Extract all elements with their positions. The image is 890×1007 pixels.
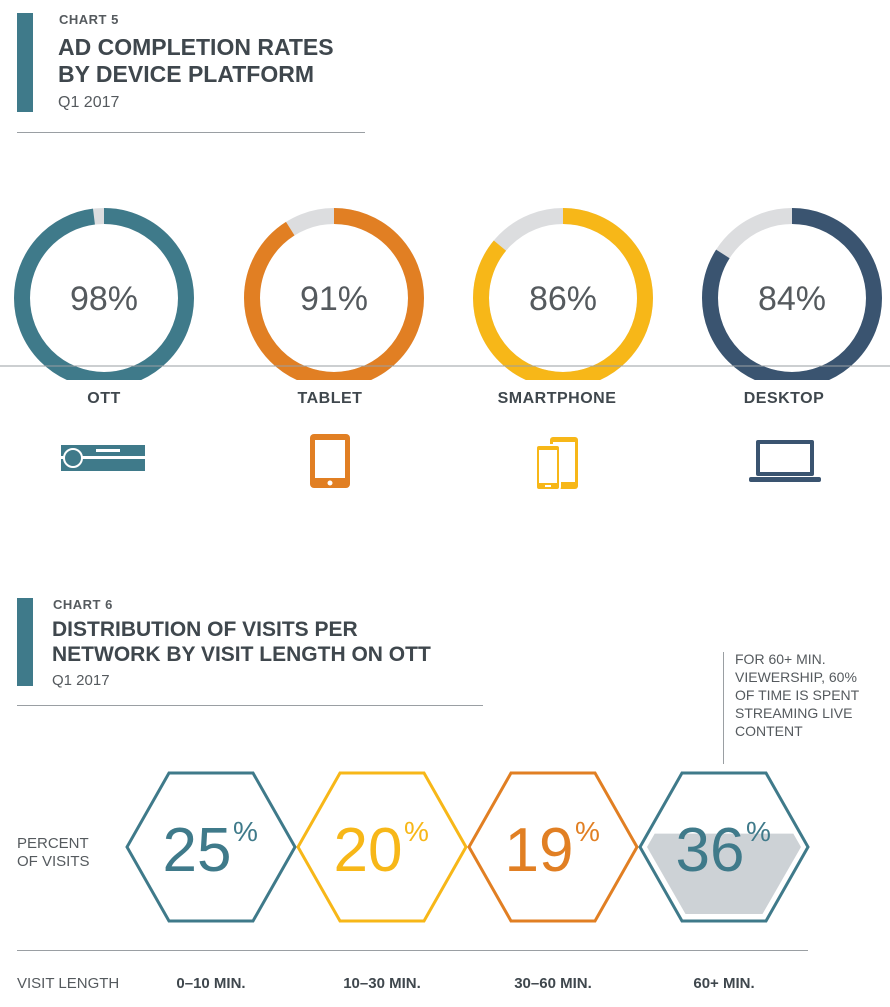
hexagon-10-30 — [296, 771, 468, 923]
hexagon-60-plus — [638, 771, 810, 923]
note-divider — [723, 652, 724, 764]
hexagon-30-60 — [467, 771, 639, 923]
donut-arc-smartphone — [473, 208, 653, 380]
note-line-5: CONTENT — [735, 723, 803, 739]
axis-label-visit-length: VISIT LENGTH — [17, 975, 120, 992]
row-label-line-1: PERCENT — [17, 835, 89, 852]
hexagon-percent-30-60: % — [575, 816, 600, 847]
visit-length-0-10: 0–10 MIN. — [176, 975, 246, 992]
donut-value-desktop: 84% — [758, 280, 826, 318]
smartphone-icon — [535, 437, 578, 491]
visit-length-60-plus: 60+ MIN. — [693, 975, 755, 992]
hexagon-value-30-60: 19 — [505, 816, 574, 885]
device-label-smartphone: SMARTPHONE — [497, 390, 617, 407]
device-label-tablet: TABLET — [297, 390, 363, 407]
donut-arc-desktop — [702, 208, 882, 380]
hexagon-value-10-30: 20 — [334, 816, 403, 885]
tablet-icon — [310, 434, 350, 488]
device-label-ott: OTT — [87, 390, 121, 407]
note-line-4: STREAMING LIVE — [735, 705, 853, 721]
note-line-2: VIEWERSHIP, 60% — [735, 669, 857, 685]
chart5-label: CHART 5 — [59, 12, 119, 27]
hexagon-percent-60-plus: % — [746, 816, 771, 847]
donut-value-ott: 98% — [70, 280, 138, 318]
chart6-accent-bar — [17, 598, 33, 686]
chart5-accent-bar — [17, 13, 33, 112]
hexagon-percent-0-10: % — [233, 816, 258, 847]
donut-chart: 98% 91% 86% 84% — [0, 208, 890, 380]
donut-value-tablet: 91% — [300, 280, 368, 318]
hexagon-chart: 25% 20% 19% 36% — [125, 771, 810, 923]
hexagon-value-0-10: 25 — [163, 816, 232, 885]
hexagon-percent-10-30: % — [404, 816, 429, 847]
chart5-title-line2: BY DEVICE PLATFORM — [58, 61, 314, 87]
donut-value-smartphone: 86% — [529, 280, 597, 318]
laptop-icon — [749, 440, 821, 482]
visit-length-10-30: 10–30 MIN. — [343, 975, 421, 992]
note-line-3: OF TIME IS SPENT — [735, 687, 860, 703]
donut-arc-tablet — [244, 208, 424, 380]
device-label-desktop: DESKTOP — [743, 390, 825, 407]
chart6-title-line2: NETWORK BY VISIT LENGTH ON OTT — [52, 643, 431, 666]
chart6-subtitle: Q1 2017 — [52, 672, 110, 689]
row-label-line-2: OF VISITS — [17, 853, 90, 870]
live-content-note: FOR 60+ MIN. VIEWERSHIP, 60% OF TIME IS … — [735, 650, 885, 740]
visit-length-30-60: 30–60 MIN. — [514, 975, 592, 992]
chart6-header-rule — [17, 705, 483, 706]
chart6-label: CHART 6 — [53, 597, 113, 612]
note-line-1: FOR 60+ MIN. — [735, 651, 826, 667]
chart5-subtitle: Q1 2017 — [58, 94, 120, 111]
donut-arc-ott — [14, 208, 194, 380]
percent-of-visits-label: PERCENT OF VISITS — [17, 835, 90, 871]
hexagon-value-60-plus: 36 — [676, 816, 745, 885]
hexagon-0-10 — [125, 771, 297, 923]
chart6-title-line1: DISTRIBUTION OF VISITS PER — [52, 618, 358, 641]
chart6-baseline — [17, 950, 808, 951]
set-top-box-icon — [61, 445, 145, 471]
chart5-title-line1: AD COMPLETION RATES — [58, 34, 334, 60]
chart5-header-rule — [17, 132, 365, 133]
hexagon-fill-60-plus — [647, 833, 801, 914]
